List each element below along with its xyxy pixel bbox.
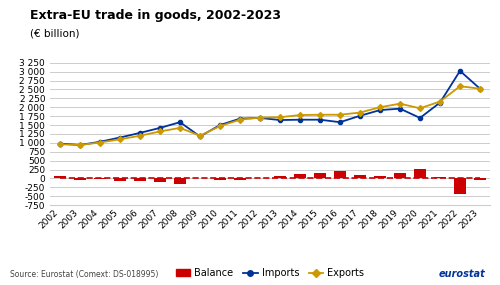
- Bar: [74, 178, 86, 180]
- Bar: [474, 178, 486, 180]
- Bar: [114, 178, 126, 181]
- Bar: [354, 175, 366, 178]
- Bar: [334, 171, 346, 178]
- Bar: [214, 178, 226, 180]
- Bar: [94, 178, 106, 179]
- Bar: [294, 174, 306, 178]
- Bar: [374, 176, 386, 178]
- Bar: [54, 176, 66, 178]
- Bar: [394, 174, 406, 178]
- Text: Extra-EU trade in goods, 2002-2023: Extra-EU trade in goods, 2002-2023: [30, 9, 281, 22]
- Bar: [414, 169, 426, 178]
- Bar: [154, 178, 166, 182]
- Bar: [174, 178, 186, 184]
- Bar: [234, 178, 246, 180]
- Bar: [134, 178, 146, 181]
- Bar: [454, 178, 466, 194]
- Bar: [274, 176, 286, 178]
- Text: eurostat: eurostat: [438, 269, 485, 279]
- Bar: [314, 174, 326, 178]
- Legend: Balance, Imports, Exports: Balance, Imports, Exports: [172, 264, 368, 282]
- Bar: [434, 177, 446, 178]
- Text: Source: Eurostat (Comext: DS-018995): Source: Eurostat (Comext: DS-018995): [10, 270, 158, 279]
- Text: (€ billion): (€ billion): [30, 28, 80, 38]
